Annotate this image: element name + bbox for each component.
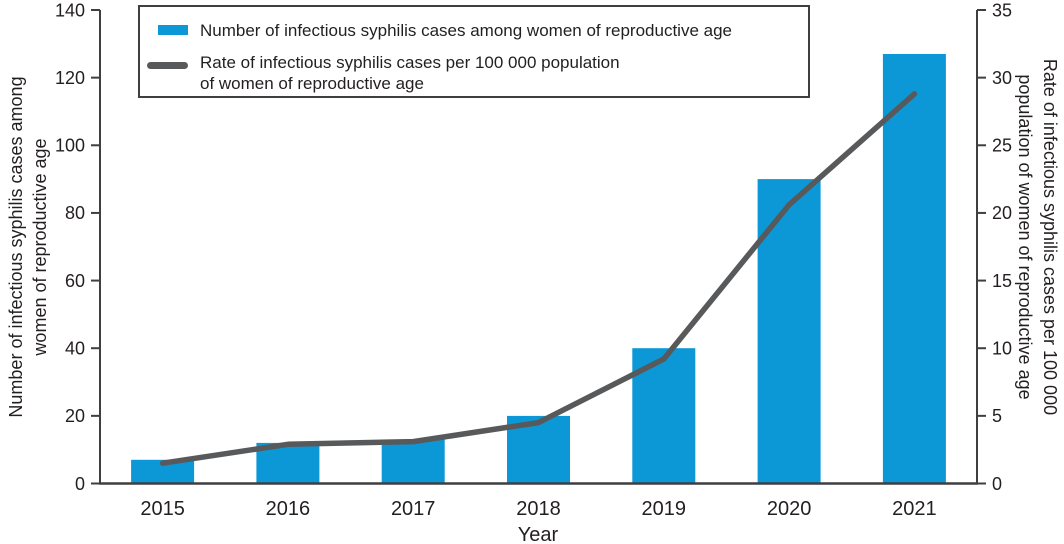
x-tick-label-2016: 2016 <box>266 498 311 520</box>
x-tick-label-2021: 2021 <box>892 498 937 520</box>
x-tick-label-2017: 2017 <box>391 498 436 520</box>
right-tick-label-10: 10 <box>992 339 1012 359</box>
left-tick-label-100: 100 <box>55 136 85 156</box>
legend-bar-label: Number of infectious syphilis cases amon… <box>200 21 732 40</box>
x-tick-label-2020: 2020 <box>767 498 812 520</box>
x-tick-label-2019: 2019 <box>642 498 687 520</box>
bar-2021 <box>882 54 946 484</box>
left-tick-label-140: 140 <box>55 0 85 20</box>
left-tick-label-0: 0 <box>75 474 85 494</box>
legend-bar-swatch <box>158 25 188 35</box>
right-tick-label-20: 20 <box>992 203 1012 223</box>
right-tick-label-25: 25 <box>992 136 1012 156</box>
left-tick-label-20: 20 <box>65 406 85 426</box>
left-axis-title-line2: women of reproductive age <box>30 138 50 356</box>
legend: Number of infectious syphilis cases amon… <box>138 5 810 98</box>
left-tick-label-120: 120 <box>55 68 85 88</box>
right-axis-title-line2: population of women of reproductive age <box>1015 74 1035 399</box>
bar-2020 <box>757 179 821 484</box>
right-tick-label-5: 5 <box>992 406 1002 426</box>
x-tick-label-2018: 2018 <box>516 498 561 520</box>
x-axis-title: Year <box>518 524 559 544</box>
right-tick-label-35: 35 <box>992 0 1012 20</box>
right-tick-label-15: 15 <box>992 271 1012 291</box>
chart-plot-area: 0 20 40 60 80 100 120 140 0 5 10 15 20 25 30 35 2015 2016… <box>55 0 1012 520</box>
left-tick-label-80: 80 <box>65 203 85 223</box>
left-tick-label-40: 40 <box>65 339 85 359</box>
bar-2015 <box>131 459 195 484</box>
right-tick-label-0: 0 <box>992 474 1002 494</box>
rate-line <box>159 91 918 466</box>
x-tick-label-2015: 2015 <box>140 498 185 520</box>
bar-2017 <box>381 439 445 484</box>
right-tick-label-30: 30 <box>992 68 1012 88</box>
left-tick-label-60: 60 <box>65 271 85 291</box>
left-axis-title-line1: Number of infectious syphilis cases amon… <box>6 76 26 417</box>
legend-line-swatch <box>147 62 188 69</box>
legend-line-label: Rate of infectious syphilis cases per 10… <box>200 52 620 94</box>
right-axis-title-line1: Rate of infectious syphilis cases per 10… <box>1040 59 1060 415</box>
legend-line-label-line1: Rate of infectious syphilis cases per 10… <box>200 53 620 72</box>
legend-line-label-line2: of women of reproductive age <box>200 74 424 93</box>
